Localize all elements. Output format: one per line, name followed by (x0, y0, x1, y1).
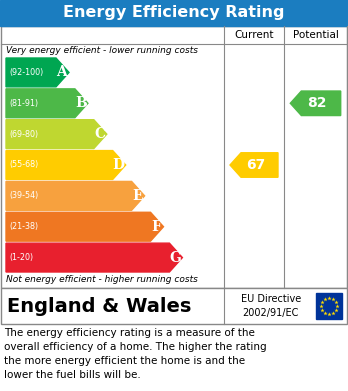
Bar (316, 293, 342, 319)
Polygon shape (6, 89, 88, 118)
Polygon shape (230, 153, 278, 177)
Text: Very energy efficient - lower running costs: Very energy efficient - lower running co… (6, 46, 198, 55)
Text: G: G (169, 251, 181, 265)
Bar (1, 288, 347, 324)
Text: Energy Efficiency Rating: Energy Efficiency Rating (63, 5, 285, 20)
Text: (39-54): (39-54) (9, 191, 38, 200)
Text: (92-100): (92-100) (9, 68, 43, 77)
Text: Current: Current (234, 30, 274, 40)
Text: E: E (132, 189, 143, 203)
Text: Potential: Potential (293, 30, 339, 40)
Polygon shape (6, 181, 145, 210)
Polygon shape (6, 58, 69, 87)
Text: EU Directive
2002/91/EC: EU Directive 2002/91/EC (240, 294, 301, 317)
Text: (69-80): (69-80) (9, 130, 38, 139)
Polygon shape (6, 120, 107, 149)
Text: England & Wales: England & Wales (7, 296, 191, 316)
Text: A: A (56, 65, 67, 79)
Text: (1-20): (1-20) (9, 253, 33, 262)
Polygon shape (6, 151, 126, 179)
Text: B: B (75, 96, 87, 110)
Text: Not energy efficient - higher running costs: Not energy efficient - higher running co… (6, 275, 198, 284)
Polygon shape (290, 91, 341, 116)
Polygon shape (6, 243, 182, 272)
Text: C: C (94, 127, 105, 141)
Text: D: D (112, 158, 125, 172)
Bar (1, 26, 347, 288)
Bar (0, 0, 348, 26)
Text: 82: 82 (307, 96, 327, 110)
Text: The energy efficiency rating is a measure of the
overall efficiency of a home. T: The energy efficiency rating is a measur… (4, 328, 267, 380)
Text: (55-68): (55-68) (9, 160, 38, 170)
Text: 67: 67 (246, 158, 265, 172)
Text: F: F (151, 220, 161, 234)
Text: (21-38): (21-38) (9, 222, 38, 231)
Polygon shape (6, 212, 164, 241)
Text: (81-91): (81-91) (9, 99, 38, 108)
